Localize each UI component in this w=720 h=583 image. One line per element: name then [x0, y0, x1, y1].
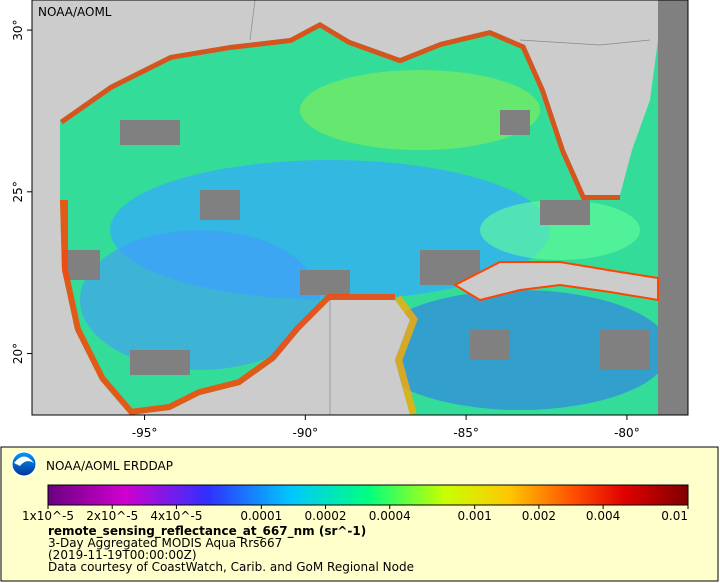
colorbar-tick-label: 0.0002: [305, 509, 347, 523]
map-frame: [31, 0, 689, 416]
y-tick-label: 30°: [11, 19, 25, 40]
x-tick-label: -85°: [453, 426, 479, 440]
legend-panel: [0, 446, 719, 582]
x-tick-label: -95°: [132, 426, 158, 440]
colorbar-tick-label: 0.0004: [369, 509, 411, 523]
legend-line: Data courtesy of CoastWatch, Carib. and …: [48, 560, 414, 574]
legend-title: NOAA/AOML ERDDAP: [46, 459, 173, 473]
colorbar-tick-label: 0.0001: [240, 509, 282, 523]
noaa-logo: [11, 451, 37, 477]
x-tick-label: -90°: [293, 426, 319, 440]
map-image: [32, 0, 688, 415]
colorbar-tick-label: 2x10^-5: [86, 509, 138, 523]
colorbar-tick-label: 0.01: [661, 509, 688, 523]
no-data-strip: [658, 0, 688, 415]
colorbar-tick-label: 0.001: [457, 509, 491, 523]
colorbar: [47, 484, 689, 506]
cuba: [452, 261, 659, 302]
variable-name: remote_sensing_reflectance_at_667_nm (sr…: [48, 524, 366, 539]
corner-label: NOAA/AOML: [38, 5, 112, 19]
colorbar-tick-label: 1x10^-5: [22, 509, 74, 523]
legend-line: 3-Day Aggregated MODIS Aqua Rrs667: [48, 536, 282, 550]
x-tick-label: -80°: [614, 426, 640, 440]
colorbar-tick-label: 0.002: [522, 509, 556, 523]
colorbar-tick-label: 0.004: [586, 509, 620, 523]
y-tick-label: 25°: [11, 181, 25, 202]
y-tick-label: 20°: [11, 343, 25, 364]
legend-line: (2019-11-19T00:00:00Z): [48, 548, 197, 562]
colorbar-tick-label: 4x10^-5: [150, 509, 202, 523]
